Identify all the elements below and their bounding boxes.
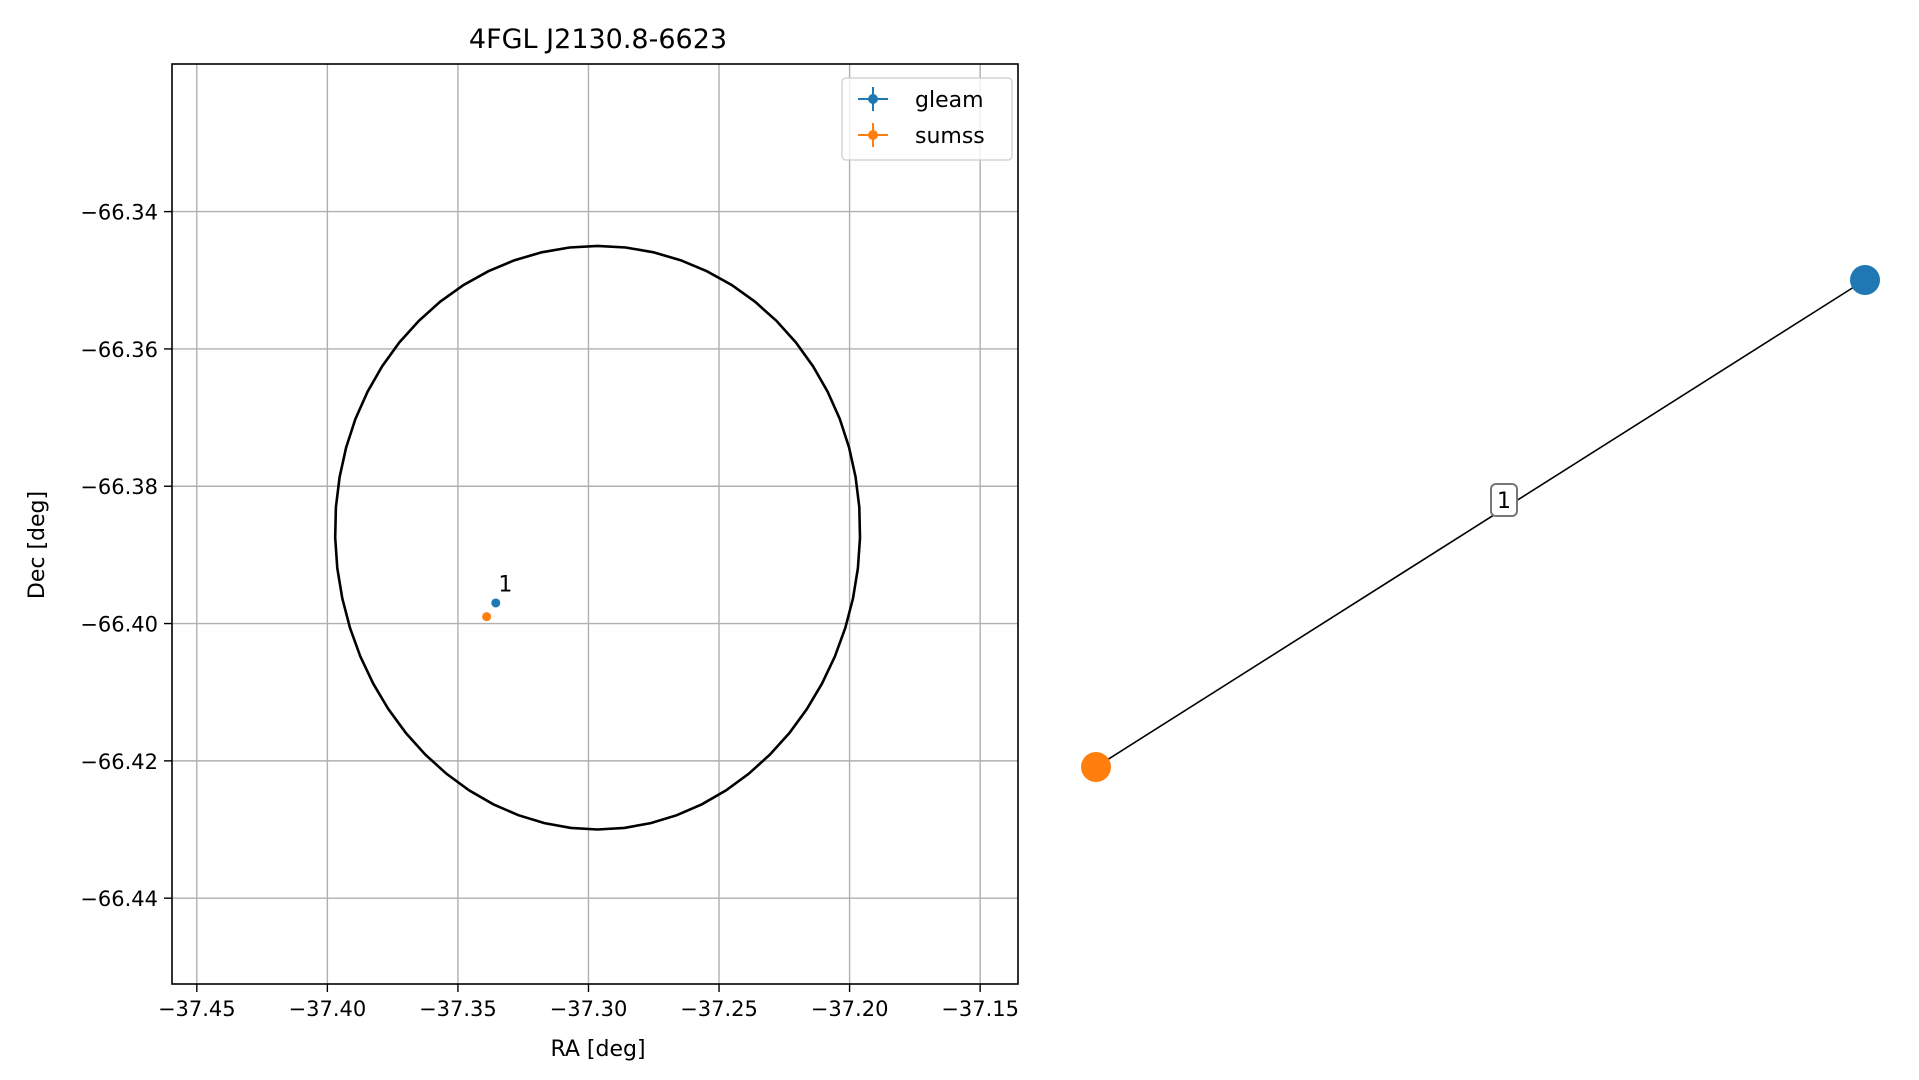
network-node-gleam [1850,265,1880,295]
legend: gleam sumss [841,77,1013,161]
plot-frame [171,63,1019,985]
network-edge-label: 1 [1490,483,1518,517]
points-layer: 1 [482,572,512,622]
y-tick-label: −66.38 [80,475,158,499]
y-tick-label: −66.42 [80,750,158,774]
scatter-panel: 1 −37.45 −37.40 −37.35 −37.30 −37.25 −37.20 −3… [25,24,1019,1062]
x-tick-label: −37.15 [941,997,1019,1021]
legend-marker-sumss-dot [868,130,878,140]
x-axis-ticks: −37.45 −37.40 −37.35 −37.30 −37.25 −37.20 −37.… [158,984,1019,1021]
legend-entry-sumss: sumss [858,123,985,149]
network-edge [1095,279,1866,768]
y-axis-label: Dec [deg] [25,491,50,599]
y-axis-ticks: −66.34 −66.36 −66.38 −66.40 −66.42 −66.44 [80,201,172,911]
network-edge-label-text: 1 [1497,489,1511,514]
point-annotation: 1 [498,572,512,597]
legend-label-sumss: sumss [915,124,985,149]
error-ellipse [333,244,862,831]
ellipse-layer [333,244,862,831]
legend-label-gleam: gleam [915,88,984,113]
y-tick-label: −66.40 [80,613,158,637]
x-tick-label: −37.35 [419,997,497,1021]
x-tick-label: −37.45 [158,997,236,1021]
y-tick-label: −66.36 [80,338,158,362]
network-panel: 1 [1081,265,1880,782]
y-tick-label: −66.44 [80,887,158,911]
network-edge-label-box [1490,483,1518,517]
x-tick-label: −37.30 [550,997,628,1021]
x-axis-label: RA [deg] [550,1037,645,1062]
x-tick-label: −37.40 [289,997,367,1021]
legend-entry-gleam: gleam [858,87,984,113]
legend-marker-gleam-dot [868,94,878,104]
network-node-sumss [1081,752,1111,782]
x-tick-label: −37.20 [811,997,889,1021]
y-tick-label: −66.34 [80,201,158,225]
x-tick-label: −37.25 [680,997,758,1021]
grid-lines [172,64,1018,984]
chart-title: 4FGL J2130.8-6623 [469,24,727,55]
data-point-sumss [482,612,492,622]
data-point-gleam [491,598,501,608]
